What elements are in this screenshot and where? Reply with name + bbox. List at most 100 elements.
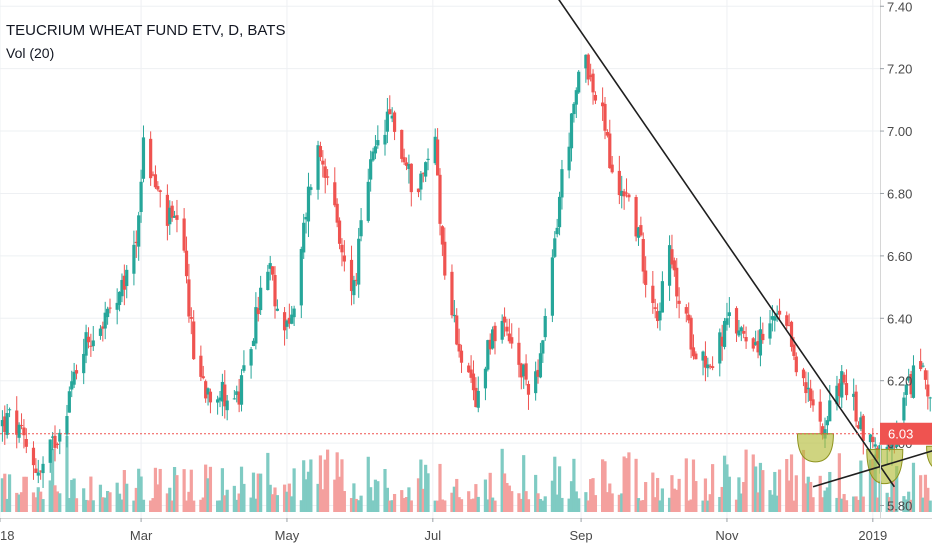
candle-body [457, 343, 461, 352]
trendline[interactable] [812, 440, 932, 488]
candle-body [627, 194, 631, 198]
volume-bar [821, 497, 825, 512]
candle-body [15, 410, 19, 435]
candle-body [342, 255, 346, 262]
volume-bar [557, 466, 562, 512]
volume-bar [208, 466, 213, 512]
volume-bar [603, 461, 607, 512]
highlight-shape[interactable] [796, 433, 834, 463]
candle-body [369, 159, 373, 180]
volume-bar [304, 479, 308, 512]
volume-bar [84, 499, 88, 512]
candle-body [801, 369, 806, 379]
volume-bar [39, 491, 43, 512]
candle-body [168, 207, 172, 225]
candle-body [852, 393, 856, 397]
volume-bar [804, 483, 808, 512]
volume-indicator-label[interactable]: Vol (20) [6, 45, 55, 61]
volume-bar [644, 482, 648, 512]
candle-body [206, 388, 210, 395]
candle-body [670, 249, 674, 265]
candle-body [902, 397, 906, 421]
volume-bar [41, 499, 45, 512]
volume-bar [366, 456, 370, 512]
candle-body [349, 259, 354, 292]
candle-body [653, 307, 657, 309]
volume-bar [641, 500, 645, 512]
volume-bar [58, 493, 62, 512]
price-tick-label: 6.80 [887, 186, 912, 201]
volume-bar [409, 500, 413, 512]
volume-bar [106, 490, 110, 512]
highlight-shape[interactable] [926, 445, 932, 471]
volume-bar [204, 464, 208, 512]
volume-bar [34, 497, 38, 512]
volume-bar [536, 493, 540, 512]
volume-bar [309, 459, 313, 512]
candle-body [773, 316, 777, 321]
volume-bar [151, 498, 155, 512]
time-axis[interactable]: 2018 Mar May Jul Sep Nov 2019 [0, 518, 887, 543]
volume-bar [526, 499, 531, 512]
candle-body [577, 71, 581, 93]
volume-bar [584, 492, 588, 512]
volume-bar [440, 499, 444, 512]
candle-body [0, 420, 4, 427]
symbol-title[interactable]: TEUCRIUM WHEAT FUND ETV, D, BATS [6, 22, 286, 39]
candle-body [419, 173, 423, 190]
candle-body [859, 417, 863, 430]
volume-bar [426, 473, 430, 512]
candle-body [67, 391, 71, 413]
volume-bar [216, 500, 220, 512]
volume-bar [574, 491, 578, 512]
candle-body [443, 241, 447, 276]
volume-bar [237, 493, 241, 512]
candle-body [593, 94, 598, 101]
volume-bar [787, 480, 791, 512]
volume-bar [299, 500, 303, 512]
candle-body [117, 291, 122, 306]
candle-body [156, 186, 160, 190]
volume-bar [65, 435, 69, 512]
trendline[interactable] [555, 0, 896, 488]
volume-bar [486, 499, 490, 512]
volume-bar [235, 499, 239, 512]
volume-bar [737, 477, 741, 512]
candle-body [500, 320, 504, 340]
volume-bar [354, 498, 358, 512]
highlight-shape[interactable] [866, 448, 904, 485]
volume-bar [873, 454, 877, 512]
volume-bar [691, 459, 696, 512]
candle-body [268, 263, 272, 269]
volume-bar [859, 460, 863, 512]
volume-bar [627, 452, 631, 512]
price-tick-label: 6.40 [887, 311, 912, 326]
candle-body [225, 400, 229, 411]
candle-body [505, 326, 509, 332]
drawings[interactable] [555, 0, 932, 488]
candle-body [41, 463, 45, 474]
candle-body [550, 257, 554, 316]
volume-bar [868, 459, 873, 512]
volume-bar [218, 500, 222, 512]
volume-bar [206, 478, 210, 512]
candle-body [483, 368, 488, 389]
volume-bar [125, 483, 129, 512]
candle-body [376, 140, 380, 146]
volume-bar [907, 491, 911, 512]
candle-body [5, 413, 9, 435]
volume-bar [17, 494, 21, 512]
candle-body [204, 381, 208, 399]
candle-body [354, 279, 358, 281]
volume-bar [225, 489, 229, 512]
volume-bar [249, 497, 253, 512]
candle-body [785, 315, 789, 326]
candle-body [55, 443, 59, 445]
volume-bar [794, 475, 798, 512]
candle-body [919, 361, 923, 370]
candle-body [53, 435, 57, 448]
candlesticks [0, 53, 932, 488]
volume-bar [407, 487, 411, 512]
candle-body [775, 313, 779, 315]
